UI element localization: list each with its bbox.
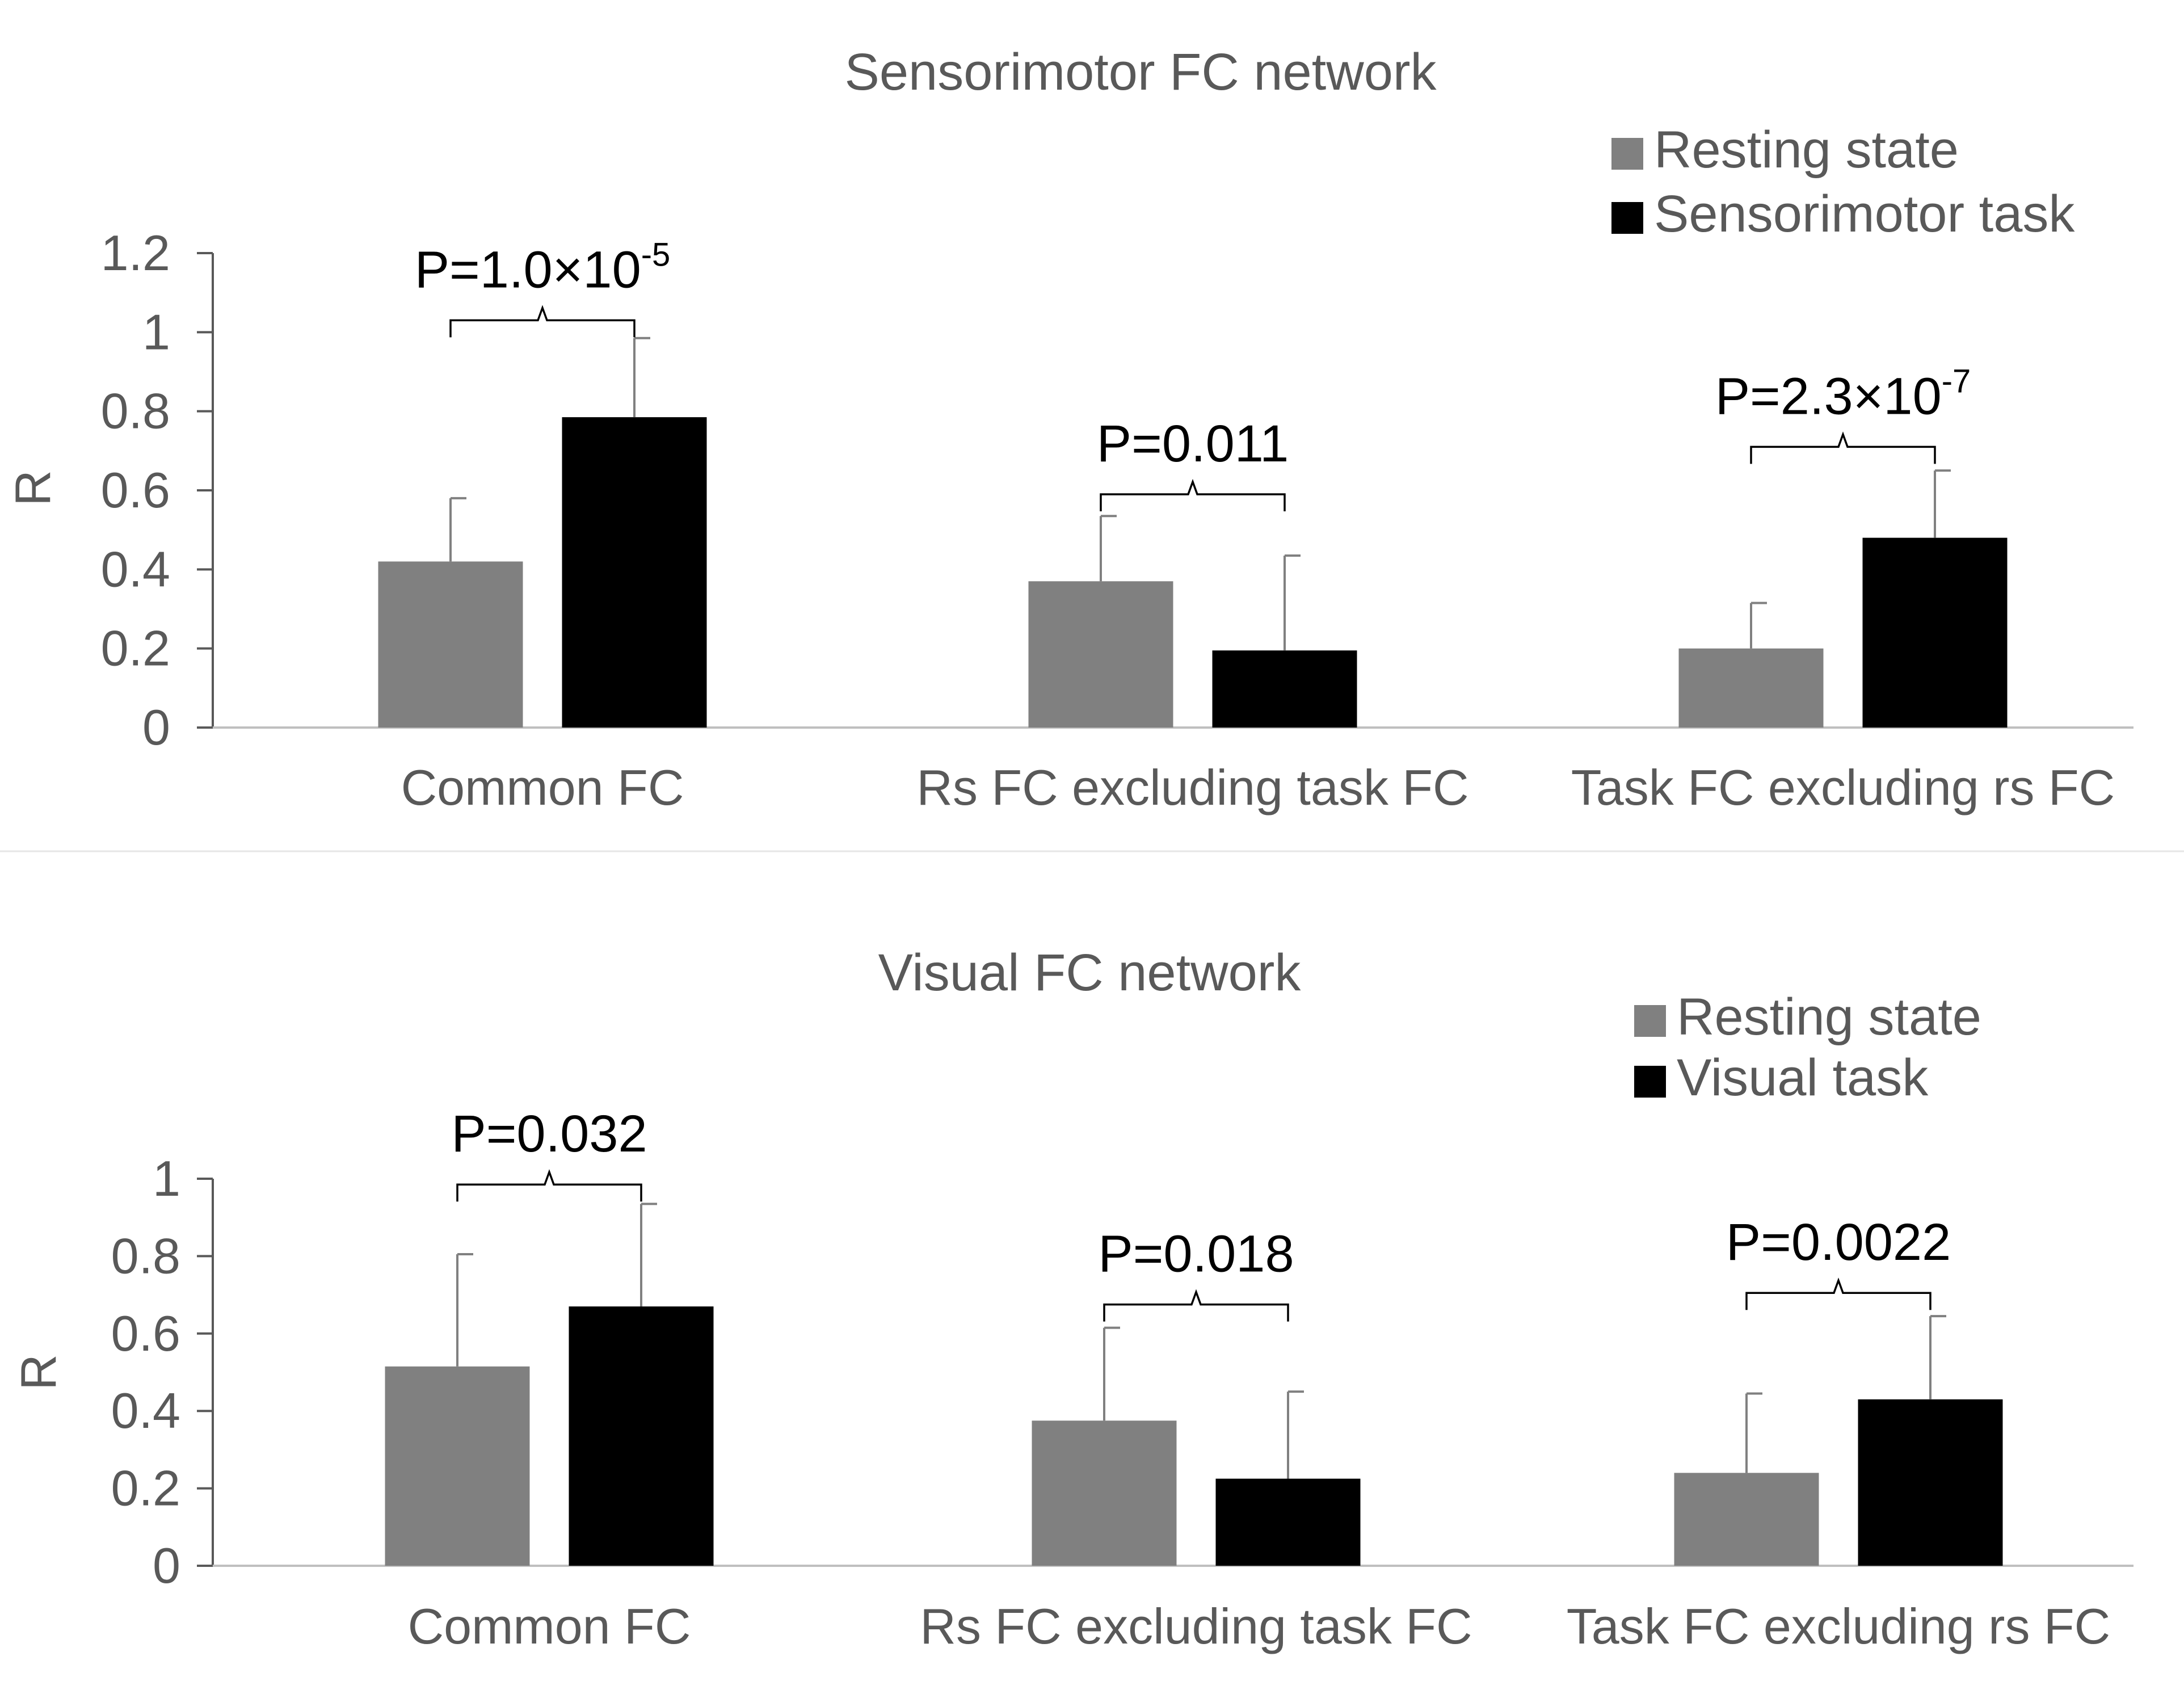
chart1-bar-task — [562, 417, 707, 728]
chart1-bar-task — [1862, 537, 2008, 728]
chart1-legend-swatch — [1611, 138, 1643, 170]
chart1-p-value-exponent: -5 — [641, 236, 671, 273]
chart2-y-tick-label: 0.4 — [111, 1382, 180, 1439]
chart2-p-value-label: P=0.032 — [451, 1105, 647, 1163]
chart1-p-value-label: P=0.011 — [1097, 415, 1289, 473]
chart1-y-axis-label: R — [5, 470, 61, 506]
chart2-significance-bracket — [1103, 1289, 1289, 1322]
chart2-legend-swatch — [1634, 1066, 1666, 1098]
chart2-significance-bracket — [456, 1169, 642, 1202]
chart2-significance-bracket — [1745, 1277, 1931, 1310]
chart1-p-value-label: P=1.0×10-5 — [415, 236, 671, 299]
chart2-p-value-label: P=0.0022 — [1726, 1213, 1951, 1271]
chart1-category-label: Rs FC excluding task FC — [916, 759, 1468, 816]
chart2-y-tick-label: 0.8 — [111, 1228, 180, 1284]
chart2-bar-resting — [1032, 1420, 1177, 1566]
chart2-p-value-base: P=0.032 — [451, 1105, 647, 1163]
chart2-p-value-label: P=0.018 — [1098, 1225, 1294, 1283]
chart1-significance-bracket — [1100, 478, 1286, 511]
chart1-legend-label: Resting state — [1654, 121, 1959, 179]
chart2-y-tick-label: 0 — [153, 1537, 180, 1594]
chart2-legend-label: Visual task — [1677, 1049, 1929, 1107]
chart1-y-tick-label: 0.4 — [101, 541, 170, 597]
chart1-y-tick-label: 1.2 — [101, 225, 170, 281]
chart2-legend-swatch — [1634, 1005, 1666, 1037]
chart1-bar-resting — [1028, 581, 1173, 728]
chart2-bar-task — [569, 1306, 714, 1566]
chart2-y-tick-label: 1 — [153, 1150, 180, 1207]
chart2-bar-resting — [1674, 1473, 1819, 1566]
chart2-y-tick-label: 0.6 — [111, 1305, 180, 1361]
chart1-p-value-label: P=2.3×10-7 — [1715, 363, 1971, 425]
chart2-y-axis-label: R — [10, 1354, 66, 1390]
chart2-legend-label: Resting state — [1677, 988, 1981, 1046]
chart2-category-label: Rs FC excluding task FC — [920, 1598, 1472, 1654]
chart2-category-label: Common FC — [408, 1598, 691, 1654]
chart1-title: Sensorimotor FC network — [845, 43, 1437, 101]
chart1-significance-bracket — [449, 305, 636, 338]
chart1-significance-bracket — [1750, 431, 1936, 464]
chart1-p-value-base: P=0.011 — [1097, 415, 1289, 473]
chart1-p-value-base: P=1.0×10 — [415, 241, 641, 299]
chart1-bar-task — [1212, 650, 1357, 728]
chart1-y-tick-label: 0.2 — [101, 620, 170, 676]
chart2-bar-task — [1215, 1478, 1361, 1566]
chart1-p-value-exponent: -7 — [1942, 363, 1971, 400]
chart1-legend-label: Sensorimotor task — [1654, 185, 2075, 243]
chart2-y-tick-label: 0.2 — [111, 1460, 180, 1516]
chart1-y-tick-label: 0.8 — [101, 383, 170, 439]
chart2-title: Visual FC network — [878, 944, 1302, 1002]
chart2-p-value-base: P=0.018 — [1098, 1225, 1294, 1283]
chart1-p-value-base: P=2.3×10 — [1715, 367, 1942, 425]
chart2-p-value-base: P=0.0022 — [1726, 1213, 1951, 1271]
chart1-bar-resting — [1678, 648, 1824, 728]
chart1-category-label: Task FC excluding rs FC — [1571, 759, 2115, 816]
chart1-y-tick-label: 0.6 — [101, 462, 170, 518]
chart1-y-tick-label: 1 — [142, 304, 170, 360]
chart1-bar-resting — [378, 561, 523, 728]
chart2-bar-resting — [385, 1366, 530, 1566]
chart2-category-label: Task FC excluding rs FC — [1567, 1598, 2110, 1654]
chart2-bar-task — [1858, 1399, 2003, 1566]
chart1-legend-swatch — [1611, 202, 1643, 234]
chart1-category-label: Common FC — [401, 759, 684, 816]
chart1-y-tick-label: 0 — [142, 699, 170, 755]
